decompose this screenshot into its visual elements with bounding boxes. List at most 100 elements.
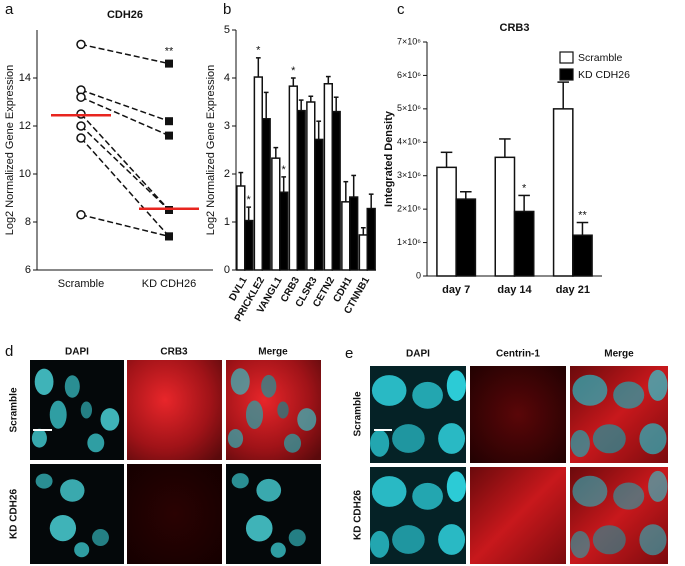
legend-swatch — [559, 51, 574, 64]
row-label: Scramble — [9, 387, 20, 432]
bar — [513, 210, 535, 277]
bar — [358, 234, 368, 271]
panel-d-images — [30, 360, 321, 564]
x-tick-label: day 7 — [442, 284, 470, 296]
pair-line — [80, 137, 170, 237]
pair-line — [80, 89, 170, 122]
panel-letter: c — [397, 1, 405, 18]
legend-label: Scramble — [578, 52, 623, 64]
bar — [261, 118, 271, 271]
image-centrin — [470, 467, 566, 564]
bar — [572, 234, 593, 277]
column-header: Centrin-1 — [496, 349, 540, 360]
y-tick-label: 0 — [416, 270, 421, 280]
bar — [366, 207, 376, 271]
legend-swatch — [559, 68, 574, 81]
column-header: DAPI — [406, 349, 430, 360]
panel-letter: b — [223, 1, 231, 18]
x-tick-label: KD CDH26 — [142, 278, 196, 290]
y-tick-label: 2 — [224, 168, 230, 180]
y-axis-label: Log2 Normalized Gene Expression — [205, 65, 217, 236]
x-tick-label: Scramble — [58, 278, 104, 290]
row-label: Scramble — [353, 391, 364, 436]
y-tick-label: 8 — [25, 216, 31, 228]
column-header: Merge — [604, 349, 634, 360]
bar — [323, 83, 333, 271]
panel-e-images — [370, 366, 668, 564]
marker — [76, 39, 86, 50]
y-axis-label: Log2 Normalized Gene Expression — [4, 65, 16, 236]
marker — [76, 133, 86, 143]
pair-line — [80, 125, 170, 211]
bar — [271, 157, 281, 271]
panel-letter: e — [345, 345, 353, 362]
chart-title: CDH26 — [107, 9, 143, 21]
bar — [455, 198, 477, 277]
bar — [494, 156, 516, 277]
significance: * — [256, 45, 261, 57]
bar — [244, 219, 254, 271]
bar — [436, 166, 457, 277]
bar — [552, 108, 574, 277]
legend-label: KD CDH26 — [578, 69, 630, 81]
y-tick-label: 5×10⁶ — [397, 103, 421, 113]
significance: * — [291, 65, 296, 77]
bar — [341, 201, 351, 271]
x-tick-label: day 21 — [556, 284, 590, 296]
significance: * — [522, 182, 527, 194]
y-tick-label: 14 — [19, 72, 31, 84]
significance: * — [247, 194, 252, 206]
marker — [165, 131, 173, 140]
y-tick-label: 3×10⁶ — [397, 170, 421, 180]
bar — [331, 110, 341, 271]
significance: * — [282, 164, 287, 176]
y-tick-label: 5 — [224, 24, 230, 36]
significance: ** — [578, 209, 587, 221]
chart-title: CRB3 — [500, 22, 530, 34]
y-tick-label: 4 — [224, 72, 230, 84]
marker — [76, 121, 86, 131]
bar — [253, 76, 263, 271]
row-label: KD CDH26 — [353, 490, 364, 540]
pair-line — [80, 43, 170, 65]
significance: ** — [165, 46, 174, 58]
y-tick-label: 10 — [19, 168, 31, 180]
y-axis-label: Integrated Density — [383, 110, 395, 207]
y-tick-label: 6×10⁶ — [397, 70, 421, 80]
marker — [76, 92, 86, 102]
bar — [306, 101, 316, 271]
pair-line — [80, 96, 170, 137]
column-header: Merge — [258, 347, 288, 358]
marker — [165, 59, 173, 68]
y-tick-label: 7×10⁶ — [397, 36, 421, 46]
pair-line — [80, 214, 170, 238]
y-tick-label: 6 — [25, 264, 31, 276]
row-label: KD CDH26 — [9, 489, 20, 539]
image-crb3 — [127, 360, 222, 460]
column-header: CRB3 — [160, 347, 188, 358]
y-tick-label: 1×10⁶ — [397, 237, 421, 247]
y-tick-label: 2×10⁶ — [397, 204, 421, 214]
pair-line — [80, 113, 170, 211]
marker — [76, 210, 86, 220]
y-tick-label: 12 — [19, 120, 31, 132]
marker — [165, 232, 173, 241]
y-tick-label: 4×10⁶ — [397, 137, 421, 147]
y-tick-label: 1 — [224, 216, 230, 228]
x-tick-label: day 14 — [497, 284, 532, 296]
panel-letter: a — [5, 1, 14, 18]
bar — [296, 109, 306, 271]
y-tick-label: 0 — [224, 264, 230, 276]
bar — [279, 191, 289, 271]
column-header: DAPI — [65, 347, 89, 358]
image-centrin — [470, 366, 566, 463]
panel-letter: d — [5, 343, 13, 360]
y-tick-label: 3 — [224, 120, 230, 132]
bar — [349, 196, 359, 271]
bar — [288, 85, 298, 271]
marker — [165, 117, 173, 126]
bar — [314, 138, 324, 271]
image-crb3 — [127, 464, 222, 564]
bar — [236, 185, 246, 271]
